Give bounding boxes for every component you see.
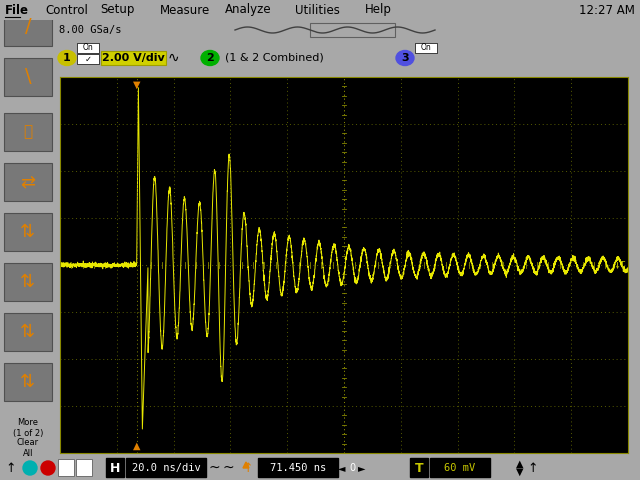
Bar — [101, 51, 166, 65]
Bar — [415, 43, 437, 53]
Text: Control: Control — [45, 3, 88, 16]
Text: ~: ~ — [208, 461, 220, 475]
Text: 60 mV: 60 mV — [444, 463, 476, 473]
Bar — [310, 23, 395, 37]
Bar — [4, 213, 52, 251]
Text: Setup: Setup — [100, 3, 134, 16]
Bar — [106, 458, 124, 477]
Text: ⇅: ⇅ — [20, 223, 36, 241]
Bar — [76, 459, 92, 476]
Text: Utilities: Utilities — [295, 3, 340, 16]
Text: ▲: ▲ — [133, 441, 140, 451]
Bar — [4, 113, 52, 151]
Text: 71.450 ns: 71.450 ns — [270, 463, 326, 473]
Text: ↓T: ↓T — [613, 261, 625, 269]
Ellipse shape — [58, 50, 76, 65]
Text: \: \ — [25, 68, 31, 86]
Text: ⇅: ⇅ — [20, 373, 36, 391]
Text: ↑: ↑ — [528, 461, 538, 475]
Text: /: / — [25, 17, 31, 36]
Text: 2: 2 — [206, 53, 214, 63]
Circle shape — [41, 461, 55, 475]
Text: ✓: ✓ — [84, 55, 92, 63]
Text: 3: 3 — [401, 53, 409, 63]
Bar — [410, 458, 428, 477]
Text: Analyze: Analyze — [225, 3, 271, 16]
Text: ⎕: ⎕ — [24, 124, 33, 140]
Text: 8.00 GSa/s: 8.00 GSa/s — [59, 25, 122, 35]
Bar — [4, 363, 52, 401]
Text: 20.0 ns/div: 20.0 ns/div — [132, 463, 200, 473]
Text: 0: 0 — [349, 463, 355, 473]
Text: ∿: ∿ — [167, 51, 179, 65]
Text: File: File — [5, 3, 29, 16]
Bar — [126, 458, 206, 477]
Text: ↑: ↑ — [5, 461, 15, 475]
Bar — [4, 58, 52, 96]
Circle shape — [23, 461, 37, 475]
Text: T: T — [415, 461, 423, 475]
Text: ⇅: ⇅ — [20, 273, 36, 291]
FancyArrow shape — [243, 462, 249, 468]
Text: More
(1 of 2): More (1 of 2) — [13, 418, 43, 438]
Text: ↑: ↑ — [243, 461, 253, 475]
Text: ~: ~ — [222, 461, 234, 475]
Text: 2.00 V/div: 2.00 V/div — [102, 53, 164, 63]
Bar — [77, 43, 99, 53]
Text: Help: Help — [365, 3, 392, 16]
Bar — [258, 458, 338, 477]
Text: ►: ► — [358, 463, 365, 473]
Bar — [4, 8, 52, 46]
Ellipse shape — [201, 50, 219, 65]
Text: (1 & 2 Combined): (1 & 2 Combined) — [225, 53, 324, 63]
Text: 1: 1 — [63, 53, 71, 63]
Text: On: On — [83, 44, 93, 52]
Text: On: On — [420, 44, 431, 52]
Text: Measure: Measure — [160, 3, 211, 16]
Text: H: H — [110, 461, 120, 475]
Text: ◄: ◄ — [339, 463, 346, 473]
Ellipse shape — [396, 50, 414, 65]
Bar — [58, 459, 74, 476]
Bar — [4, 263, 52, 301]
Text: ▲: ▲ — [516, 459, 524, 469]
Text: 12:27 AM: 12:27 AM — [579, 3, 635, 16]
Bar — [430, 458, 490, 477]
Text: ▼: ▼ — [516, 467, 524, 477]
Bar — [77, 54, 99, 64]
Text: ⇄: ⇄ — [20, 173, 36, 191]
Text: Clear
All: Clear All — [17, 438, 39, 458]
Text: ▼: ▼ — [133, 79, 140, 89]
Bar — [4, 313, 52, 351]
Bar — [4, 163, 52, 201]
Text: ⇅: ⇅ — [20, 323, 36, 341]
